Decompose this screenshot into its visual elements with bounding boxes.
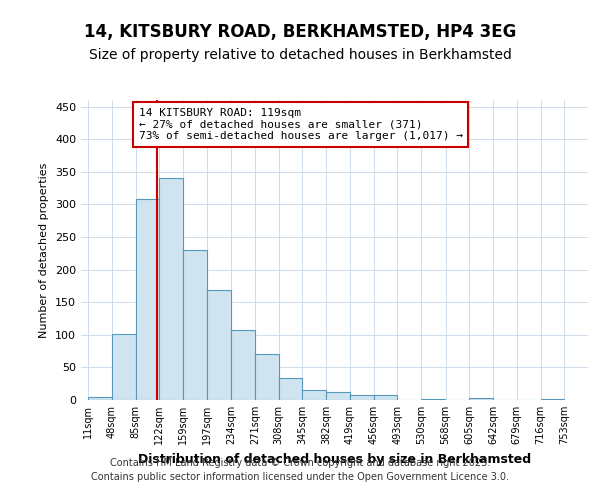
Bar — [231, 330, 255, 400]
X-axis label: Distribution of detached houses by size in Berkhamsted: Distribution of detached houses by size … — [138, 452, 531, 466]
Y-axis label: Number of detached properties: Number of detached properties — [40, 162, 49, 338]
Bar — [278, 378, 302, 400]
Text: Contains HM Land Registry data © Crown copyright and database right 2025.: Contains HM Land Registry data © Crown c… — [110, 458, 490, 468]
Bar — [469, 398, 493, 400]
Bar — [541, 398, 564, 400]
Bar — [350, 396, 374, 400]
Bar — [374, 396, 397, 400]
Bar — [421, 398, 445, 400]
Bar — [302, 390, 326, 400]
Text: Size of property relative to detached houses in Berkhamsted: Size of property relative to detached ho… — [89, 48, 511, 62]
Bar — [112, 334, 136, 400]
Bar — [255, 354, 278, 400]
Bar — [136, 199, 159, 400]
Bar — [326, 392, 350, 400]
Text: 14, KITSBURY ROAD, BERKHAMSTED, HP4 3EG: 14, KITSBURY ROAD, BERKHAMSTED, HP4 3EG — [84, 22, 516, 40]
Bar — [159, 178, 183, 400]
Bar — [88, 398, 112, 400]
Text: Contains public sector information licensed under the Open Government Licence 3.: Contains public sector information licen… — [91, 472, 509, 482]
Text: 14 KITSBURY ROAD: 119sqm
← 27% of detached houses are smaller (371)
73% of semi-: 14 KITSBURY ROAD: 119sqm ← 27% of detach… — [139, 108, 463, 141]
Bar — [183, 250, 207, 400]
Bar — [208, 290, 231, 400]
